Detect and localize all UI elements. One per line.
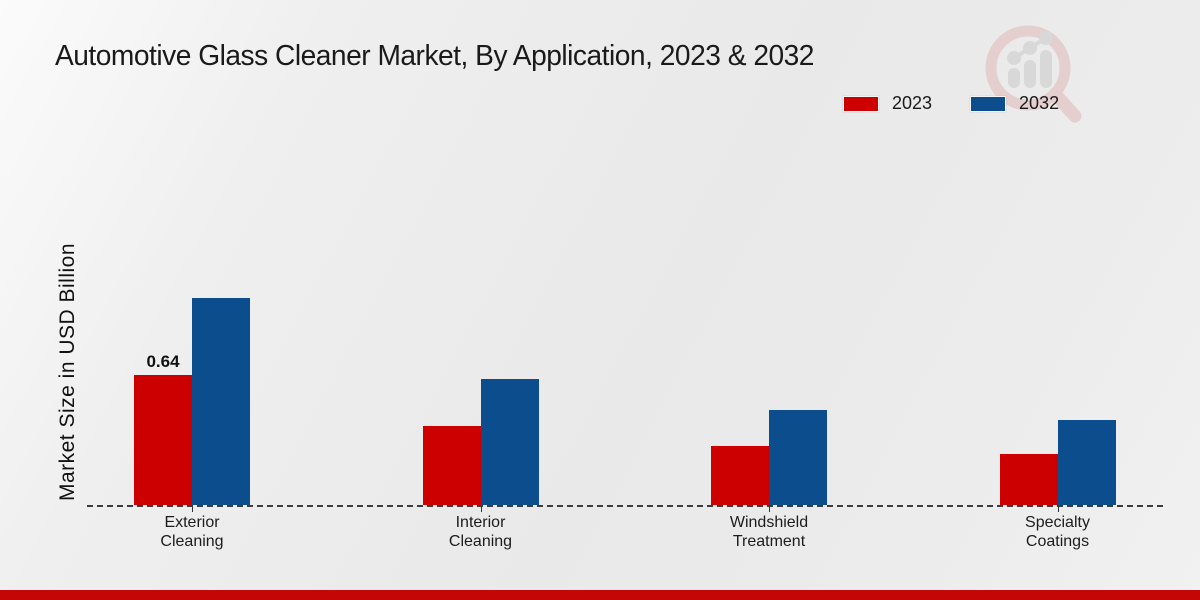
bar-2032-interior-cleaning: [480, 379, 539, 505]
chart-title: Automotive Glass Cleaner Market, By Appl…: [55, 40, 814, 72]
brand-watermark-logo: [985, 25, 1082, 123]
x-axis-tick-interior-cleaning: [480, 506, 482, 512]
bar-2023-windshield-treatment: [711, 446, 769, 505]
x-axis-tick-specialty-coatings: [1057, 506, 1059, 512]
legend-swatch-2032: [970, 95, 1007, 112]
bar-2032-specialty-coatings: [1057, 420, 1116, 505]
x-axis-baseline: [87, 505, 1163, 507]
legend: 2023 2032: [843, 93, 1059, 114]
x-axis-tick-exterior-cleaning: [192, 506, 193, 512]
bar-2032-exterior-cleaning: [192, 298, 250, 505]
bar-value-label-2023-exterior-cleaning: 0.64: [146, 352, 180, 371]
legend-item-2023: 2023: [843, 93, 932, 114]
category-label-specialty-coatings: Specialty Coatings: [1025, 514, 1090, 550]
x-axis-tick-windshield-treatment: [769, 506, 770, 512]
legend-label-2032: 2032: [1019, 93, 1060, 113]
legend-item-2032: 2032: [970, 93, 1059, 114]
bar-2023-specialty-coatings: [999, 454, 1058, 505]
bar-2023-exterior-cleaning: [134, 375, 192, 505]
bar-2032-windshield-treatment: [769, 410, 827, 505]
footer-red-bar: [0, 590, 1200, 600]
category-label-windshield-treatment: Windshield Treatment: [729, 514, 809, 550]
legend-swatch-2023: [843, 95, 879, 112]
category-label-interior-cleaning: Interior Cleaning: [448, 514, 513, 550]
category-label-exterior-cleaning: Exterior Cleaning: [160, 514, 224, 550]
bar-2023-interior-cleaning: [422, 426, 481, 505]
legend-label-2023: 2023: [892, 93, 933, 113]
